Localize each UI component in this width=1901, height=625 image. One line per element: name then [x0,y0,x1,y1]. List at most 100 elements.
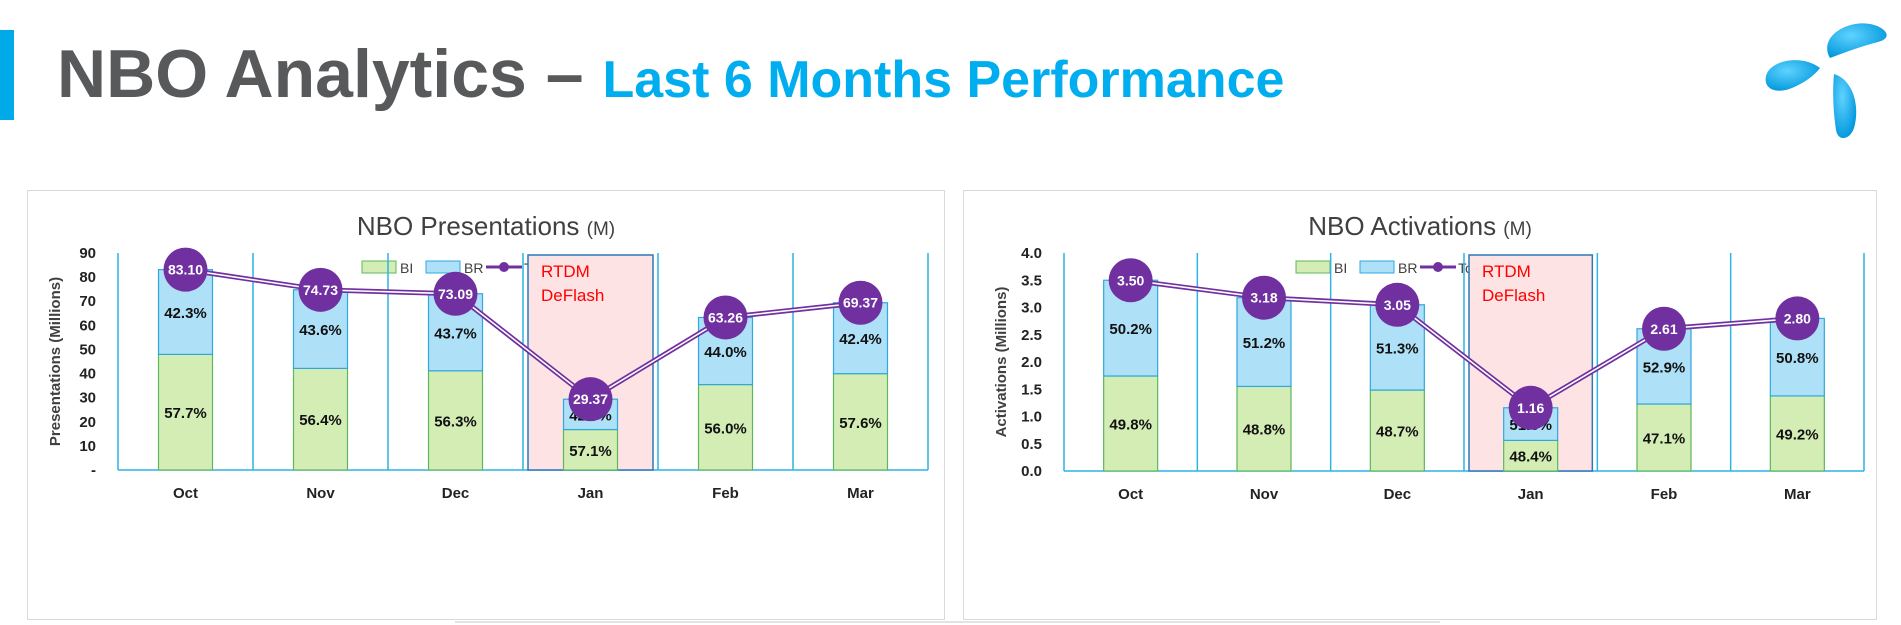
x-tick-label: Nov [1250,486,1279,503]
bar-bi [1369,389,1425,472]
bar-bi [832,373,889,471]
x-tick-label: Dec [1384,486,1412,503]
legend-total-marker [499,262,509,272]
x-tick-label: Dec [442,485,470,502]
total-value-label: 1.16 [1517,400,1544,416]
bar-bi [1636,403,1692,472]
page-title: NBO Analytics – Last 6 Months Performanc… [57,34,1284,120]
x-tick-label: Mar [1784,486,1811,503]
bar-br-share-label: 44.0% [704,344,747,361]
highlight-label-line2: DeFlash [541,286,604,305]
y-tick-label: 0.5 [1021,436,1042,453]
presentations-chart: NBO Presentations (M)BIBRTotalPresentati… [47,211,929,502]
total-value-label: 29.37 [573,391,608,407]
total-marker [1108,258,1153,303]
bar-bi-share-label: 49.2% [1776,426,1819,443]
bar-bi-share-label: 56.0% [704,420,747,437]
y-axis-label: Activations (Millions) [993,287,1010,438]
y-tick-label: 30 [79,390,96,407]
legend-bi-swatch [361,260,397,274]
bar-bi [157,353,214,471]
title-accent-bar [0,30,14,120]
x-tick-label: Feb [1651,486,1678,503]
bar-bi-share-label: 49.8% [1109,417,1152,434]
bar-br-share-label: 42.4% [839,331,882,348]
total-value-label: 73.09 [438,286,473,302]
total-marker [1642,306,1686,351]
telenor-logo-icon [1765,23,1887,139]
total-value-label: 3.05 [1384,297,1411,313]
bar-bi [1503,439,1559,472]
total-line-inner [1130,279,1798,409]
y-tick-label: 3.5 [1021,272,1042,289]
x-tick-label: Oct [1118,486,1143,503]
x-tick-label: Jan [1518,486,1544,503]
total-value-label: 3.50 [1117,272,1144,288]
highlight-label-line1: RTDM [1482,262,1531,281]
y-tick-label: 1.0 [1021,409,1042,426]
bar-bi-share-label: 57.6% [839,415,882,432]
bar-bi-share-label: 48.7% [1376,424,1419,441]
bar-bi [697,383,754,471]
y-tick-label: 4.0 [1021,245,1042,262]
legend-bi-label: BI [1334,260,1347,276]
chart-title-text: NBO Presentations [357,211,587,241]
legend-total-marker [1433,262,1443,272]
highlight-label-line2: DeFlash [1482,286,1545,305]
chart-title: NBO Activations (M) [1308,211,1532,241]
y-tick-label: 0.0 [1021,463,1042,480]
page-title-main: NBO Analytics [57,36,527,112]
legend-br-swatch [1359,260,1395,274]
total-value-label: 69.37 [843,295,878,311]
bar-br-share-label: 50.2% [1109,321,1152,338]
x-tick-label: Mar [847,485,874,502]
total-marker [1508,385,1553,430]
chart-title-unit: (M) [587,219,615,240]
legend-bi-label: BI [400,260,413,276]
total-marker [703,295,748,340]
bar-br-share-label: 43.6% [299,322,342,339]
bar-bi [292,367,349,471]
presentations-panel: NBO Presentations (M)BIBRTotalPresentati… [27,190,945,620]
legend-br-swatch [425,260,461,274]
x-tick-label: Jan [578,485,604,502]
bar-bi-share-label: 56.4% [299,412,342,429]
y-tick-label: 80 [79,269,96,286]
x-tick-label: Oct [173,485,198,502]
legend-br-label: BR [464,260,483,276]
y-tick-label: 1.5 [1021,381,1042,398]
total-value-label: 3.18 [1250,290,1277,306]
bar-br-share-label: 52.9% [1643,359,1686,376]
y-tick-label: 20 [79,414,96,431]
total-value-label: 2.80 [1784,310,1811,326]
y-tick-label: 2.0 [1021,354,1042,371]
total-marker [568,377,613,422]
total-value-label: 63.26 [708,309,743,325]
total-marker [298,267,343,312]
highlight-label-line1: RTDM [541,262,590,281]
legend-bi-swatch [1295,260,1331,274]
bar-bi [1769,395,1825,472]
y-tick-label: 50 [79,341,96,358]
y-tick-label: 70 [79,293,96,310]
page-title-sub: Last 6 Months Performance [602,51,1285,109]
total-value-label: 74.73 [303,282,338,298]
chart-title-text: NBO Activations [1308,211,1503,241]
chart-title-unit: (M) [1503,219,1531,240]
bottom-divider [455,621,1440,623]
bar-br-share-label: 42.3% [164,305,207,322]
bar-bi-share-label: 57.1% [569,443,612,460]
bar-br-share-label: 50.8% [1776,350,1819,367]
y-axis-label: Presentations (Millions) [47,277,64,446]
bar-bi-share-label: 56.3% [434,413,477,430]
activations-chart: NBO Activations (M)BIBRTotalActivations … [993,211,1865,503]
total-line-inner [185,268,861,401]
bar-bi-share-label: 57.7% [164,405,207,422]
total-marker [1375,282,1420,327]
y-tick-label: 10 [79,438,96,455]
y-tick-label: 60 [79,317,96,334]
y-tick-label: - [91,462,96,479]
chart-title: NBO Presentations (M) [357,211,615,241]
total-marker [838,280,883,325]
bar-bi [427,370,484,471]
